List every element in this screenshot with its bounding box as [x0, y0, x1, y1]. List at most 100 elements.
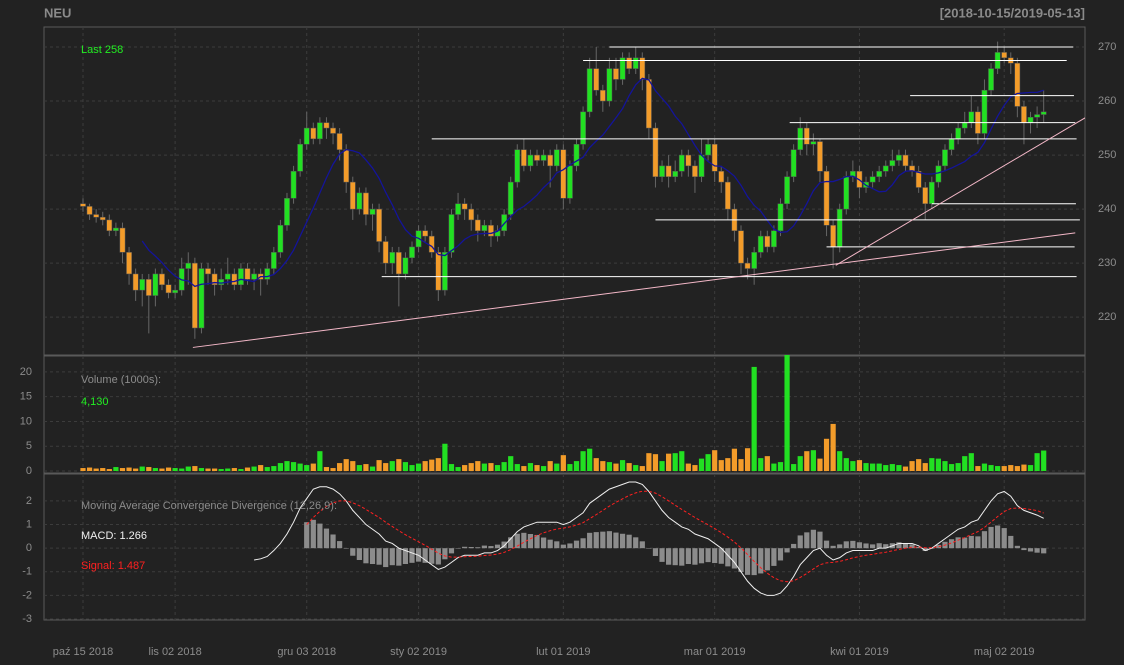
candle-body — [481, 225, 488, 231]
volume-bar — [916, 459, 922, 472]
volume-bar — [810, 450, 816, 472]
candle-body — [139, 279, 146, 291]
histogram-bar — [527, 534, 534, 549]
volume-bar — [455, 467, 461, 472]
y-tick-label: 270 — [1098, 41, 1116, 53]
volume-bar — [369, 466, 376, 472]
histogram-bar — [567, 543, 573, 549]
candle-body — [876, 171, 883, 177]
volume-bar — [86, 467, 93, 472]
volume-bar — [218, 469, 224, 472]
volume-bar — [152, 468, 158, 472]
volume-bar — [343, 459, 349, 472]
candle-body — [376, 208, 382, 242]
candle-body — [771, 230, 777, 248]
candle-body — [270, 252, 277, 269]
histogram-bar — [310, 519, 316, 549]
candle-body — [218, 279, 225, 286]
candle-body — [126, 252, 132, 275]
candle-body — [435, 252, 442, 291]
histogram-bar — [876, 543, 882, 549]
x-tick-label: maj 02 2019 — [974, 646, 1035, 658]
candle-body — [705, 144, 711, 156]
volume-bar — [521, 466, 527, 472]
volume-bar — [995, 466, 1001, 472]
volume-bar — [744, 448, 751, 472]
candle-body — [896, 154, 902, 161]
volume-bar — [698, 458, 705, 472]
candle-body — [803, 127, 810, 145]
y-tick-label: 230 — [1098, 257, 1116, 269]
histogram-bar — [337, 541, 343, 549]
histogram-bar — [554, 541, 560, 549]
volume-bar — [80, 468, 86, 472]
volume-bar — [179, 468, 185, 472]
histogram-bar — [343, 548, 349, 549]
volume-bar — [850, 461, 856, 472]
volume-bar — [1041, 450, 1047, 472]
histogram-bar — [771, 548, 777, 566]
volume-bar — [284, 461, 290, 472]
candle-body — [744, 262, 751, 269]
histogram-bar — [744, 548, 751, 575]
histogram-bar — [830, 545, 836, 549]
trend-line — [192, 232, 1076, 348]
candle-body — [757, 235, 764, 253]
histogram-bar — [402, 548, 409, 565]
histogram-bar — [948, 539, 955, 549]
candle-body — [224, 273, 231, 280]
y-tick-label: -3 — [22, 613, 32, 625]
volume-bar — [870, 463, 876, 472]
volume-bar — [679, 451, 685, 472]
candle-body — [336, 133, 343, 150]
candle-body — [80, 203, 86, 207]
candle-body — [632, 57, 639, 69]
histogram-bar — [619, 533, 626, 549]
volume-bar — [481, 463, 487, 472]
histogram-bar — [725, 548, 731, 567]
volume-bar — [297, 463, 303, 472]
candle-body — [724, 181, 731, 210]
candle-body — [185, 262, 192, 269]
histogram-bar — [672, 548, 678, 566]
histogram-bar — [534, 534, 540, 549]
histogram-bar — [356, 548, 362, 560]
histogram-bar — [896, 542, 902, 549]
candle-body — [711, 144, 718, 172]
volume-bar — [409, 465, 415, 472]
candle-body — [165, 284, 172, 294]
volume-bar — [462, 465, 468, 472]
histogram-bar — [823, 540, 830, 549]
volume-bar — [172, 468, 178, 472]
candle-body — [586, 68, 593, 113]
histogram-bar — [475, 547, 481, 549]
candle-body — [1034, 114, 1040, 118]
histogram-bar — [784, 548, 790, 553]
volume-bar — [396, 459, 402, 472]
candle-body — [323, 122, 330, 129]
candle-body — [646, 79, 652, 129]
candle-body — [882, 165, 889, 172]
volume-bar — [896, 465, 902, 472]
volume-bar — [633, 465, 639, 472]
candle-body — [547, 154, 554, 167]
volume-bar — [902, 466, 909, 472]
volume-bar — [1008, 465, 1014, 472]
volume-bar — [198, 468, 205, 472]
y-tick-label: 5 — [26, 440, 32, 452]
volume-bar — [929, 458, 935, 472]
histogram-bar — [1021, 548, 1027, 551]
volume-bar — [363, 464, 369, 472]
candle-body — [409, 246, 415, 258]
candle-body — [501, 214, 507, 231]
volume-bar — [429, 459, 435, 472]
candle-body — [981, 89, 988, 134]
histogram-bar — [633, 537, 639, 549]
volume-bar — [948, 464, 955, 472]
candle-body — [553, 149, 560, 167]
y-tick-label: 240 — [1098, 203, 1116, 215]
last-price-label: Last 258 — [81, 44, 123, 56]
volume-bar — [685, 463, 691, 472]
candle-body — [698, 154, 705, 177]
histogram-bar — [856, 542, 863, 549]
